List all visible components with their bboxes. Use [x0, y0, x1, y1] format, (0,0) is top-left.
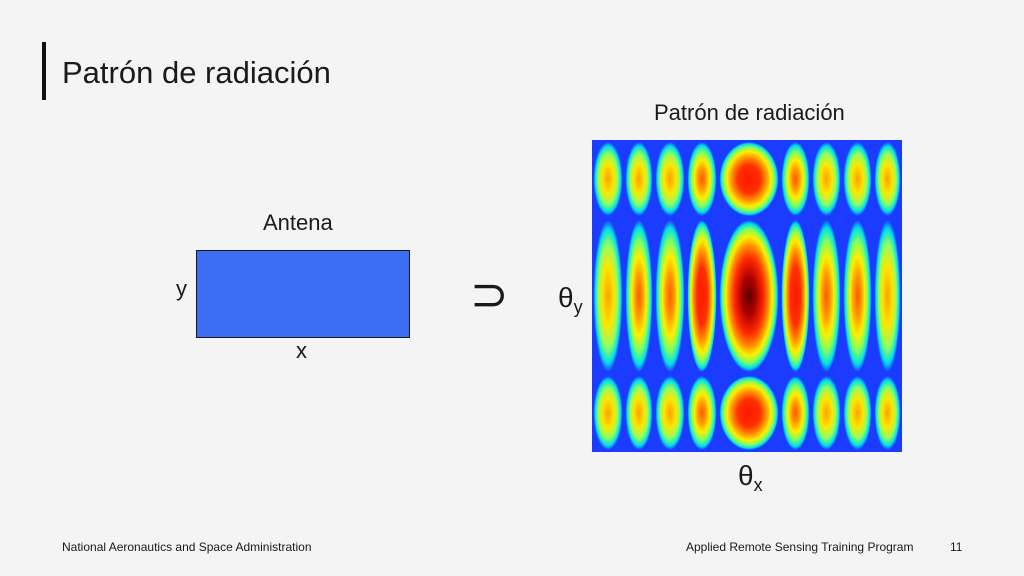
pattern-lobe-r2-c5 — [781, 376, 810, 450]
footer-program: Applied Remote Sensing Training Program — [686, 540, 914, 554]
pattern-lobe-r0-c0 — [593, 142, 623, 216]
pattern-lobe-r0-c2 — [655, 142, 685, 216]
pattern-lobe-r1-c2 — [655, 220, 685, 372]
theta-y-label: θy — [558, 282, 583, 317]
pattern-lobe-r2-c1 — [625, 376, 653, 450]
page-number: 11 — [950, 540, 963, 554]
pattern-lobe-r1-c0 — [593, 220, 623, 372]
pattern-lobe-r1-c6 — [812, 220, 841, 372]
pattern-lobe-r0-c8 — [874, 142, 901, 216]
pattern-lobe-r1-c8 — [874, 220, 901, 372]
pattern-lobe-r2-c4 — [719, 376, 779, 450]
pattern-lobe-r1-c5 — [781, 220, 810, 372]
pattern-lobe-r2-c2 — [655, 376, 685, 450]
pattern-lobe-r0-c7 — [843, 142, 872, 216]
pattern-lobe-r2-c6 — [812, 376, 841, 450]
pattern-lobe-r0-c5 — [781, 142, 810, 216]
antenna-y-label: y — [176, 276, 187, 301]
pattern-lobe-r2-c7 — [843, 376, 872, 450]
pattern-lobe-r2-c8 — [874, 376, 901, 450]
theta-x-label: θx — [738, 460, 763, 495]
pattern-label: Patrón de radiación — [654, 100, 845, 125]
pattern-lobe-r0-c4 — [719, 142, 779, 216]
pattern-lobe-r0-c3 — [687, 142, 717, 216]
slide-title: Patrón de radiación — [62, 55, 331, 90]
antenna-x-label: x — [296, 338, 307, 363]
pattern-lobe-r1-c4 — [719, 220, 779, 372]
pattern-lobe-r2-c3 — [687, 376, 717, 450]
footer-organization: National Aeronautics and Space Administr… — [62, 540, 312, 554]
radiation-pattern-image — [592, 140, 902, 452]
pattern-lobe-r1-c3 — [687, 220, 717, 372]
pattern-lobe-r1-c7 — [843, 220, 872, 372]
title-accent-bar — [42, 42, 46, 100]
pattern-lobe-r1-c1 — [625, 220, 653, 372]
transform-symbol: ⊃ — [470, 268, 509, 320]
antenna-rectangle — [196, 250, 410, 338]
pattern-lobe-r2-c0 — [593, 376, 623, 450]
pattern-lobe-r0-c6 — [812, 142, 841, 216]
pattern-lobe-r0-c1 — [625, 142, 653, 216]
antenna-label: Antena — [263, 210, 333, 235]
